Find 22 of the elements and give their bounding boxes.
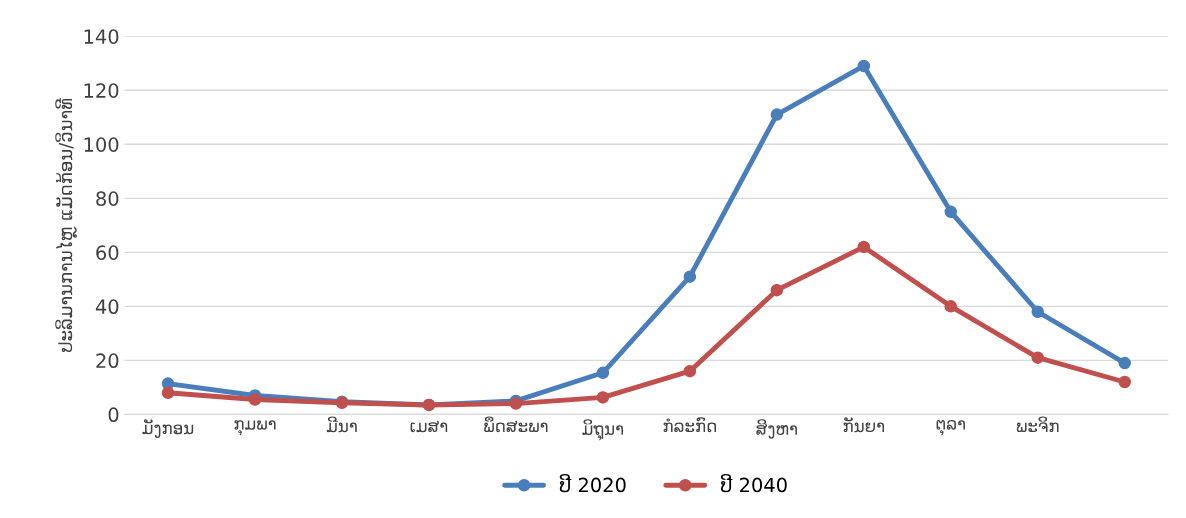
- y-tick-label: 80: [96, 191, 119, 206]
- legend-label: ປີ 2040: [720, 474, 787, 493]
- y-tick-label: 140: [84, 29, 119, 44]
- y-tick-label: 120: [84, 83, 119, 98]
- legend-label: ປີ 2020: [559, 474, 626, 493]
- x-tick-label: ກຸມພາ: [234, 420, 276, 436]
- x-tick-label: ກໍລະກົດ: [663, 417, 716, 433]
- x-tick-label: ມັງກອນ: [142, 419, 194, 438]
- y-axis-title: ປະລິມານການໄຫຼ ແມັດກ້ອນ/ວິນາທີ: [55, 97, 77, 353]
- y-tick-label: 60: [96, 245, 119, 260]
- y-tick-label: 20: [96, 353, 119, 369]
- y-tick-label: 100: [84, 137, 119, 152]
- y-tick-label: 0: [108, 407, 119, 423]
- x-tick-label: ກັນຍາ: [843, 417, 884, 433]
- x-tick-label: ສິງຫາ: [756, 419, 797, 439]
- x-tick-label: ເມສາ: [410, 420, 448, 433]
- x-tick-label: ພະຈິກ: [1016, 416, 1059, 433]
- x-tick-label: ມິຖຸນາ: [582, 419, 623, 441]
- y-tick-label: 40: [95, 299, 119, 315]
- x-tick-label: ພຶດສະພາ: [484, 416, 548, 433]
- x-tick-label: ມີນາ: [326, 416, 357, 433]
- x-tick-label: ຕຸລາ: [936, 419, 965, 436]
